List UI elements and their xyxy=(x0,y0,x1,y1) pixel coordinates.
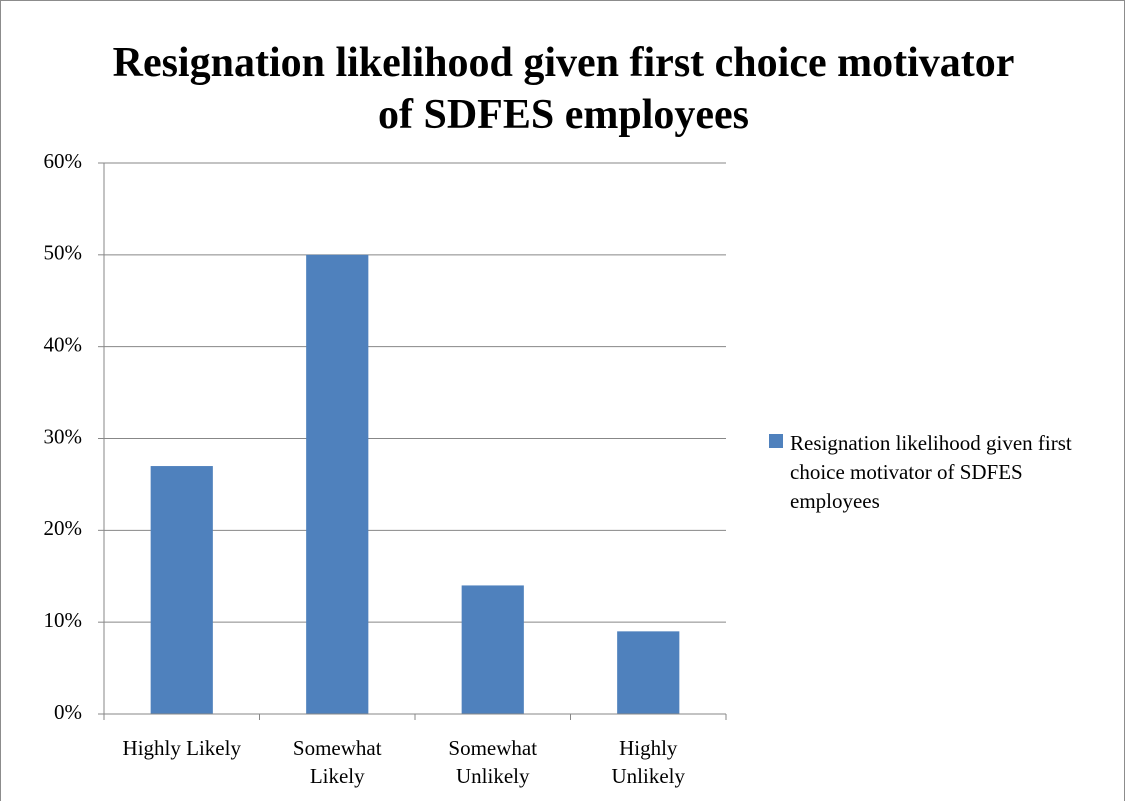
legend-swatch xyxy=(769,434,783,448)
x-tick-label: Highly Unlikely xyxy=(611,736,686,788)
chart-title: Resignation likelihood given first choic… xyxy=(112,40,1015,138)
y-tick-label: 40% xyxy=(44,332,83,356)
y-tick-label: 10% xyxy=(44,608,83,632)
y-tick-label: 50% xyxy=(44,241,83,265)
y-tick-label: 30% xyxy=(44,424,83,448)
bar xyxy=(461,585,524,714)
x-tick-label: Somewhat Unlikely xyxy=(448,736,538,788)
x-tick-label: Highly Likely xyxy=(122,736,241,760)
legend-label: Resignation likelihood given first choic… xyxy=(790,431,1072,513)
x-tick-label: Somewhat Likely xyxy=(292,736,382,788)
y-tick-label: 20% xyxy=(44,516,83,540)
y-tick-label: 0% xyxy=(54,700,82,724)
y-tick-label: 60% xyxy=(44,149,83,173)
bar xyxy=(306,254,369,715)
bar xyxy=(617,631,680,714)
bar xyxy=(150,466,213,714)
